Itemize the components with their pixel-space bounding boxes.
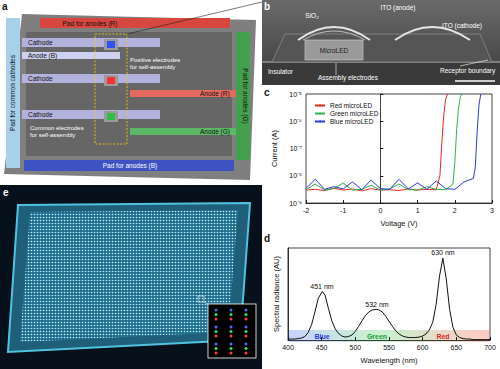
svg-text:0: 0 xyxy=(378,207,382,214)
svg-text:Blue: Blue xyxy=(314,333,329,340)
svg-text:10⁻⁸: 10⁻⁸ xyxy=(289,172,302,179)
svg-text:for self-assembly: for self-assembly xyxy=(130,64,175,70)
svg-text:532 nm: 532 nm xyxy=(365,301,389,308)
svg-text:Current (A): Current (A) xyxy=(270,130,279,168)
svg-text:ITO (anode): ITO (anode) xyxy=(381,4,416,12)
svg-text:Cathode: Cathode xyxy=(28,39,53,46)
svg-text:Cathode: Cathode xyxy=(28,111,53,118)
svg-text:d: d xyxy=(264,233,270,244)
svg-text:Spectral radiance (AU): Spectral radiance (AU) xyxy=(272,256,281,332)
svg-text:Green: Green xyxy=(367,333,387,340)
svg-text:500: 500 xyxy=(349,344,361,351)
svg-text:450: 450 xyxy=(316,344,328,351)
svg-text:Red microLED: Red microLED xyxy=(330,102,373,109)
svg-text:Blue microLED: Blue microLED xyxy=(330,118,374,125)
svg-text:Red: Red xyxy=(436,333,449,340)
svg-text:Anode (B): Anode (B) xyxy=(28,52,57,60)
svg-text:-1: -1 xyxy=(340,207,346,214)
svg-text:2: 2 xyxy=(453,207,457,214)
svg-text:400: 400 xyxy=(282,344,294,351)
svg-text:MicroLED: MicroLED xyxy=(320,47,349,54)
svg-text:Wavelength (nm): Wavelength (nm) xyxy=(361,356,418,365)
svg-text:550: 550 xyxy=(383,344,395,351)
svg-text:Anode (G): Anode (G) xyxy=(200,128,230,136)
svg-text:1: 1 xyxy=(416,207,420,214)
svg-text:-2: -2 xyxy=(303,207,309,214)
svg-text:451 nm: 451 nm xyxy=(310,283,334,290)
svg-text:Receptor boundary: Receptor boundary xyxy=(440,67,496,75)
svg-text:Cathode: Cathode xyxy=(28,75,53,82)
svg-text:10⁻⁵: 10⁻⁵ xyxy=(289,91,302,98)
svg-text:Pad for anodes (B): Pad for anodes (B) xyxy=(103,162,158,170)
svg-text:Insulator: Insulator xyxy=(268,68,294,75)
svg-text:600: 600 xyxy=(417,344,429,351)
svg-text:Pad for anodes (G): Pad for anodes (G) xyxy=(241,68,249,123)
svg-text:Assembly electrodes: Assembly electrodes xyxy=(318,74,379,82)
svg-text:Common electrodes: Common electrodes xyxy=(30,125,84,131)
svg-text:c: c xyxy=(264,87,270,98)
svg-text:e: e xyxy=(3,187,9,198)
svg-text:10⁻⁶: 10⁻⁶ xyxy=(289,118,302,125)
svg-text:630 nm: 630 nm xyxy=(431,249,455,256)
svg-text:10⁻⁷: 10⁻⁷ xyxy=(290,145,303,152)
svg-text:3: 3 xyxy=(490,207,494,214)
svg-text:a: a xyxy=(2,1,8,12)
svg-text:SiO₂: SiO₂ xyxy=(305,12,319,19)
svg-text:Pad for common cathodes: Pad for common cathodes xyxy=(9,54,16,131)
svg-text:for self-assembly: for self-assembly xyxy=(30,132,75,138)
svg-text:650: 650 xyxy=(450,344,462,351)
svg-text:Voltage (V): Voltage (V) xyxy=(380,219,418,228)
svg-text:Positive electrodes: Positive electrodes xyxy=(130,57,180,63)
svg-text:700: 700 xyxy=(484,344,496,351)
svg-text:10⁻⁹: 10⁻⁹ xyxy=(289,200,302,207)
svg-text:b: b xyxy=(264,1,270,12)
svg-text:ITO (cathode): ITO (cathode) xyxy=(442,22,482,30)
svg-text:Green microLED: Green microLED xyxy=(330,110,379,117)
svg-text:Pad for anodes (R): Pad for anodes (R) xyxy=(63,20,118,28)
svg-text:Anode (R): Anode (R) xyxy=(200,90,230,98)
